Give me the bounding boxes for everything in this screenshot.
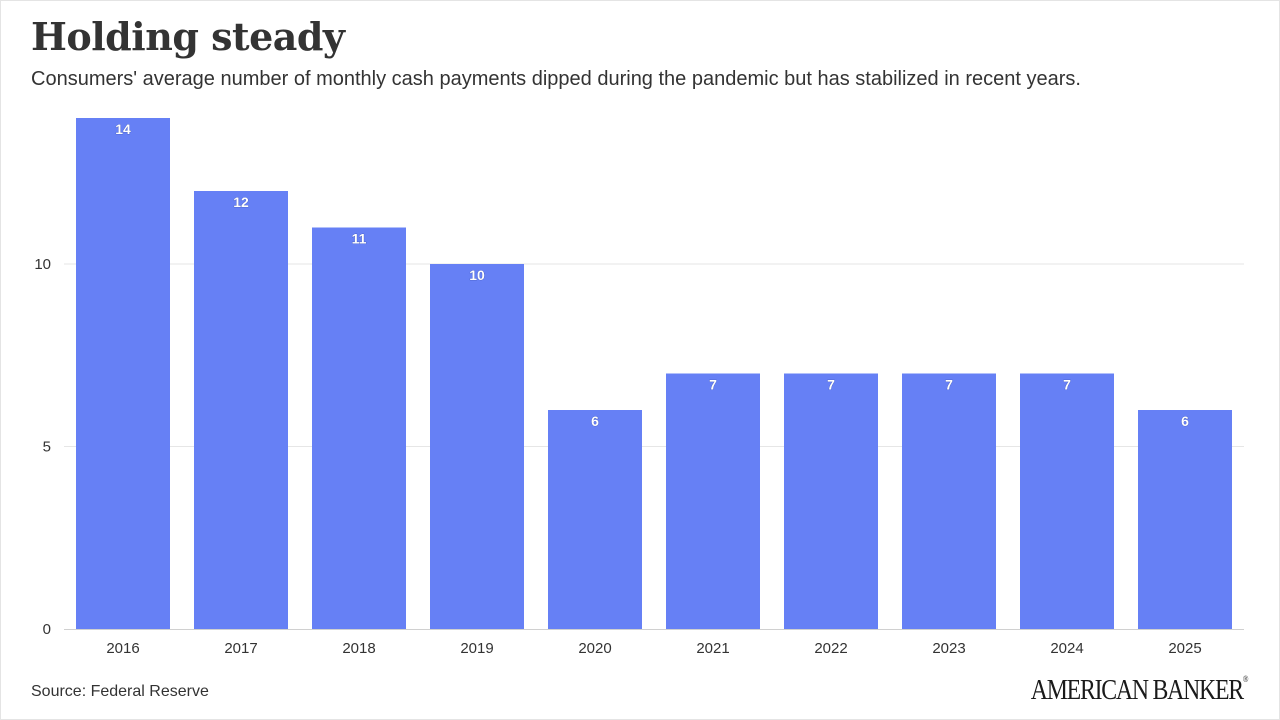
bar (1138, 410, 1232, 629)
x-tick-label: 2017 (224, 640, 257, 657)
bar (902, 373, 996, 629)
bar (430, 264, 524, 629)
x-tick-label: 2018 (342, 640, 375, 657)
data-label: 7 (1063, 377, 1071, 393)
x-tick-label: 2016 (106, 640, 139, 657)
bar (194, 191, 288, 629)
bar (76, 118, 170, 629)
y-tick-label: 10 (34, 256, 51, 273)
bar (666, 373, 760, 629)
x-tick-label: 2023 (932, 640, 965, 657)
chart-title: Holding steady (31, 14, 345, 59)
bar (548, 410, 642, 629)
data-label: 7 (945, 377, 953, 393)
logo-text: AMERICAN BANKER (1030, 674, 1243, 706)
data-label: 11 (352, 231, 367, 247)
data-label: 6 (591, 413, 599, 429)
logo-registered-mark: ® (1242, 674, 1248, 684)
american-banker-logo: AMERICAN BANKER® (1030, 674, 1248, 707)
data-label: 10 (469, 267, 485, 283)
x-tick-label: 2019 (460, 640, 493, 657)
x-tick-label: 2024 (1050, 640, 1083, 657)
x-tick-label: 2022 (814, 640, 847, 657)
chart-subtitle: Consumers' average number of monthly cas… (31, 68, 1081, 90)
data-label: 7 (827, 377, 835, 393)
y-tick-label: 5 (43, 439, 51, 456)
data-label: 6 (1181, 413, 1189, 429)
bar (784, 373, 878, 629)
source-note: Source: Federal Reserve (31, 683, 209, 700)
x-tick-label: 2021 (696, 640, 729, 657)
bar (1020, 373, 1114, 629)
y-tick-label: 0 (43, 621, 51, 638)
bar (312, 227, 406, 629)
x-tick-label: 2020 (578, 640, 611, 657)
x-tick-label: 2025 (1168, 640, 1201, 657)
data-label: 12 (233, 194, 249, 210)
data-label: 7 (709, 377, 717, 393)
data-label: 14 (115, 121, 131, 137)
